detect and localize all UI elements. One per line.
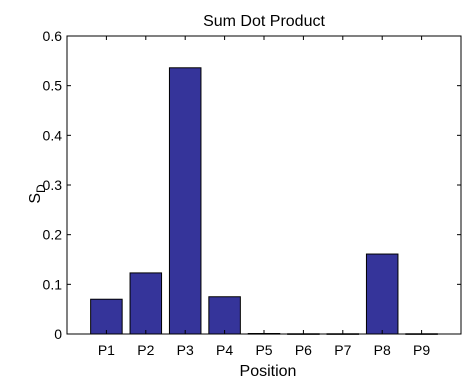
- y-tick-label: 0.3: [43, 177, 63, 193]
- y-tick-label: 0.1: [43, 276, 63, 292]
- bar-p3: [168, 67, 202, 335]
- x-ticks-layer: P1 P2 P3 P4 P5 P6 P7 P8 P9: [98, 36, 430, 358]
- bar-p2: [129, 272, 163, 335]
- x-tick-label: P9: [413, 342, 430, 358]
- chart-title: Sum Dot Product: [203, 13, 325, 30]
- y-axis-label-subscript: D: [34, 184, 48, 193]
- y-axis-label-main: S: [27, 193, 44, 204]
- y-tick-label: 0.5: [43, 78, 63, 94]
- y-axis-label: SD: [27, 184, 48, 204]
- y-tick-label: 0.4: [43, 127, 63, 143]
- x-tick-label: P2: [137, 342, 154, 358]
- plot-background: [67, 36, 461, 334]
- y-tick-label: 0: [54, 326, 62, 342]
- x-tick-label: P8: [374, 342, 391, 358]
- x-tick-label: P5: [255, 342, 272, 358]
- x-tick-label: P6: [295, 342, 312, 358]
- x-tick-label: P1: [98, 342, 115, 358]
- plot-frame: [66, 35, 462, 335]
- bar-p4: [208, 296, 241, 335]
- bar-p8: [365, 253, 399, 335]
- x-tick-label: P3: [177, 342, 194, 358]
- bar-p1: [90, 298, 123, 335]
- y-tick-label: 0.2: [43, 227, 63, 243]
- y-ticks-layer: 0 0.1 0.2 0.3 0.4 0.5 0.6: [43, 28, 461, 342]
- y-tick-label: 0.6: [43, 28, 63, 44]
- x-axis-label: Position: [240, 363, 297, 380]
- x-tick-label: P4: [216, 342, 233, 358]
- x-tick-label: P7: [334, 342, 351, 358]
